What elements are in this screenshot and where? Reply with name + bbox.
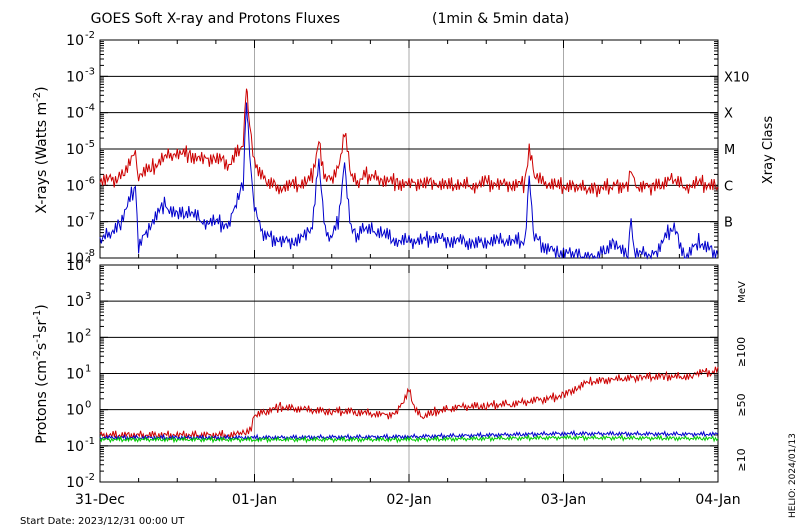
x-axis: 31-Dec 01-Jan 02-Jan 03-Jan 04-Jan [75,40,741,508]
y-tick-exp: -5 [85,139,95,150]
y-tick-base: 10 [66,294,84,310]
x-tick-label: 03-Jan [541,492,586,508]
y-tick-exp: -3 [85,66,95,77]
xray-panel: 10-810-710-610-510-410-310-2X10XMCBXray … [32,30,776,267]
y-tick-label: 10-3 [66,66,95,85]
y-tick-label: 100 [66,400,91,419]
xray-class-label: X [724,107,733,122]
y-tick-exp: -8 [85,248,95,259]
start-date-label: Start Date: 2023/12/31 00:00 UT [20,516,185,527]
xray-class-label: X10 [724,70,749,85]
y-tick-base: 10 [66,367,84,383]
y-tick-base: 10 [66,178,84,194]
xray-ylabel-main: X-rays (Watts m [34,102,50,214]
y-tick-exp: -7 [85,212,95,223]
xray-class-axis-label: Xray Class [761,116,776,184]
y-tick-base: 10 [66,215,84,231]
y-tick-label: 10-2 [66,30,95,49]
y-tick-label: 10-4 [66,103,95,122]
chart-title-note: (1min & 5min data) [432,11,569,27]
proton-ylabel-part: -2 [32,350,43,360]
y-tick-exp: 2 [85,327,91,338]
y-tick-label: 10-6 [66,175,95,194]
y-tick-exp: 4 [85,255,91,266]
y-tick-base: 10 [66,439,84,455]
y-tick-exp: -1 [85,436,95,447]
xray-class-label: M [724,143,735,158]
series-line-0-0 [99,88,719,198]
y-tick-exp: 3 [85,291,91,302]
y-tick-base: 10 [66,330,84,346]
x-tick-label: 02-Jan [386,492,431,508]
x-tick-label: 31-Dec [75,492,125,508]
y-tick-label: 10-1 [66,436,95,455]
y-tick-exp: -2 [85,30,95,41]
y-tick-base: 10 [66,142,84,158]
xray-y-axis-label: X-rays (Watts m-2) [32,86,50,213]
chart-title: GOES Soft X-ray and Protons Fluxes [91,11,340,27]
series-line-1-1 [99,429,719,442]
series-line-1-0 [99,366,719,441]
xray-class-label: C [724,179,733,194]
proton-ylabel-part: s [34,343,50,350]
y-tick-exp: -4 [85,103,95,114]
xray-class-label: B [724,216,733,231]
xray-ylabel-close: ) [34,86,50,91]
proton-unit-label: MeV [737,281,748,303]
credit-label: HELIO: 2024/01/13 [788,433,798,518]
x-tick-label: 01-Jan [232,492,277,508]
y-tick-base: 10 [66,33,84,49]
y-tick-exp: -2 [85,472,95,483]
y-tick-label: 10-7 [66,212,95,231]
proton-ylabel-part: sr [34,319,50,332]
proton-ylabel-part: -1 [32,310,43,320]
y-tick-label: 10-5 [66,139,95,158]
y-tick-label: 10-2 [66,472,95,491]
y-tick-base: 10 [66,403,84,419]
series-line-1-2 [99,433,719,444]
y-tick-label: 103 [66,291,91,310]
xray-ylabel-sup: -2 [32,92,43,102]
series-line-0-1 [99,102,719,260]
y-tick-label: 102 [66,327,91,346]
y-tick-label: 101 [66,364,91,383]
y-tick-exp: 0 [85,400,91,411]
legend-entry: ≥10 [735,448,748,471]
y-tick-base: 10 [66,69,84,85]
x-tick-label: 04-Jan [695,492,740,508]
proton-ylabel-part: Protons (cm [34,360,50,444]
y-tick-base: 10 [66,106,84,122]
y-tick-label: 104 [66,255,91,274]
legend-entry: ≥100 [735,337,748,367]
y-tick-base: 10 [66,251,84,267]
proton-ylabel-part: ) [34,304,50,309]
proton-ylabel-part: -1 [32,333,43,343]
y-tick-label: 10-8 [66,248,95,267]
y-tick-base: 10 [66,258,84,274]
legend-entry: ≥50 [735,393,748,416]
proton-y-axis-label: Protons (cm-2s-1sr-1) [32,304,50,443]
y-tick-base: 10 [66,475,84,491]
y-tick-exp: -6 [85,175,95,186]
y-tick-exp: 1 [85,364,91,375]
